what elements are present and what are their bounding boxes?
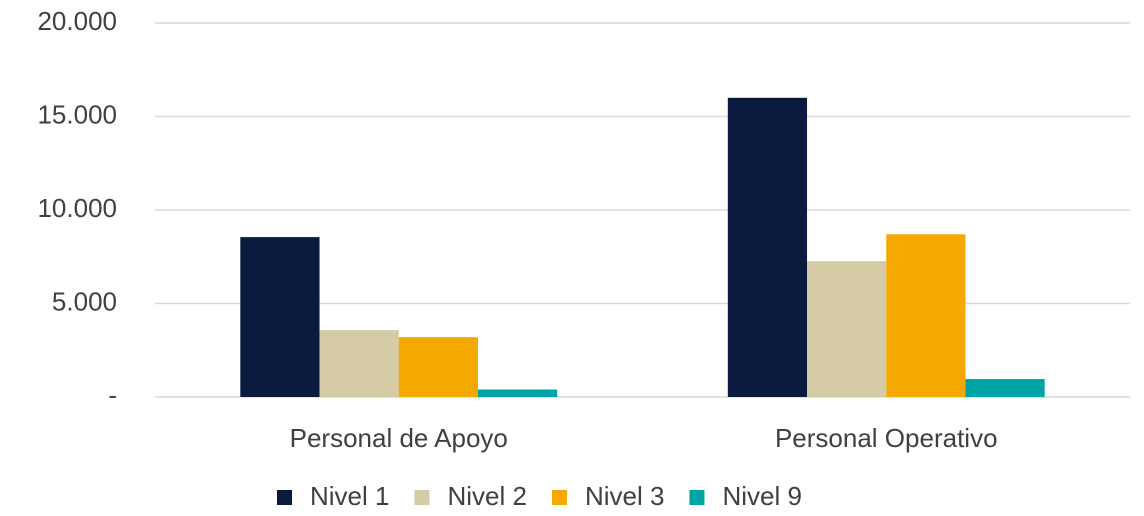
- bar: [727, 97, 808, 398]
- legend-label: Nivel 3: [585, 481, 664, 511]
- legend-swatch: [277, 490, 292, 505]
- x-tick-label: Personal Operativo: [775, 423, 998, 453]
- y-tick-label: 20.000: [37, 6, 117, 36]
- bar: [477, 389, 558, 397]
- y-tick-label: 10.000: [37, 193, 117, 223]
- bar: [398, 337, 478, 397]
- legend-label: Nivel 9: [722, 481, 801, 511]
- bar: [807, 261, 887, 397]
- y-tick-label: 15.000: [37, 99, 117, 129]
- bar: [240, 237, 320, 397]
- y-tick-label: 5.000: [52, 286, 117, 316]
- bar: [319, 330, 399, 397]
- legend-label: Nivel 2: [447, 481, 526, 511]
- y-tick-label: -: [108, 380, 117, 410]
- legend-swatch: [689, 490, 705, 505]
- bar: [965, 379, 1045, 397]
- bar: [886, 234, 966, 397]
- legend-swatch: [414, 490, 430, 505]
- legend-label: Nivel 1: [310, 481, 389, 511]
- legend-swatch: [551, 490, 567, 505]
- x-tick-label: Personal de Apoyo: [290, 423, 508, 453]
